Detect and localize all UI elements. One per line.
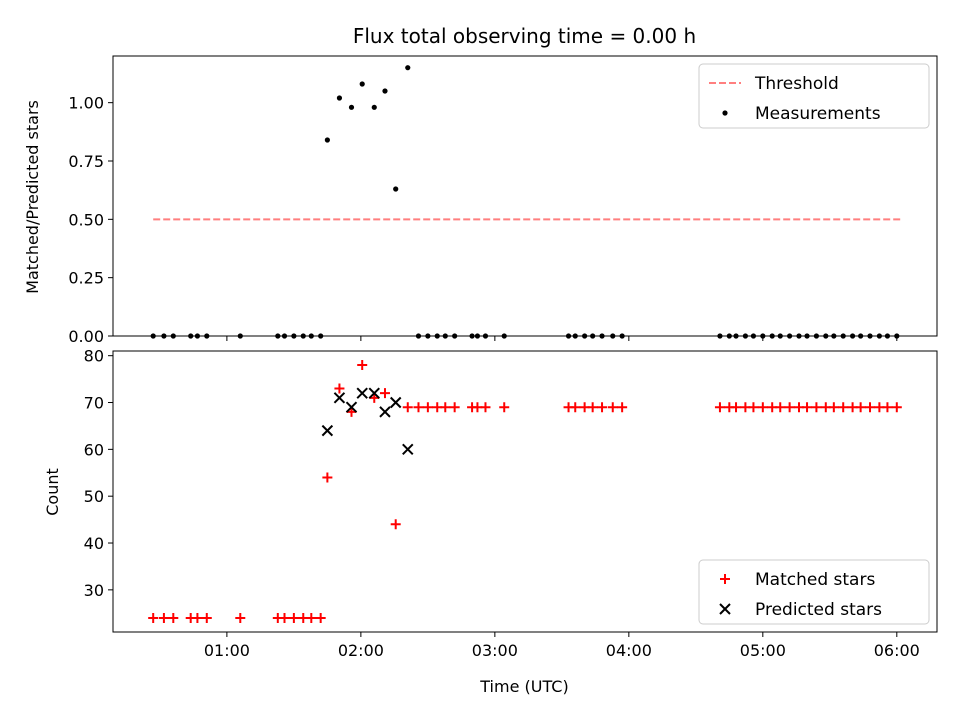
predicted-star-marker: [333, 392, 346, 404]
matched-star-marker: [315, 612, 326, 623]
legend-label: Measurements: [755, 104, 881, 124]
bottom-y-tick-label: 60: [84, 440, 104, 459]
legend-measurements-handle: [722, 110, 728, 116]
matched-star-marker: [597, 402, 608, 413]
predicted-star-marker: [356, 387, 368, 399]
matched-star-marker: [422, 402, 433, 413]
measurement-point: [382, 88, 388, 94]
matched-star-marker: [158, 612, 169, 623]
top-plot-frame: [112, 55, 938, 337]
matched-star-marker: [617, 402, 628, 413]
measurement-point: [348, 104, 355, 110]
legend-matched-handle: [720, 574, 730, 584]
measurement-point: [359, 81, 365, 87]
legend-label: Predicted stars: [755, 600, 882, 620]
matched-star-marker: [714, 402, 725, 413]
bottom-x-tick-label: 05:00: [740, 641, 786, 660]
top-y-tick-label: 1.00: [68, 94, 104, 113]
legend-label: Threshold: [754, 74, 839, 94]
matched-star-marker: [757, 402, 768, 413]
matched-star-marker: [855, 402, 866, 413]
predicted-star-marker: [345, 401, 358, 413]
top-y-tick-label: 0.50: [68, 210, 104, 229]
matched-star-marker: [828, 402, 839, 413]
bottom-x-tick-label: 04:00: [606, 641, 652, 660]
top-legend-box: [698, 63, 930, 129]
matched-star-marker: [775, 402, 786, 413]
top-y-axis-label: Matched/Predicted stars: [23, 100, 42, 294]
measurement-point: [405, 65, 411, 71]
bottom-x-axis-label: Time (UTC): [479, 677, 568, 696]
matched-star-marker: [402, 402, 413, 413]
bottom-legend-box: [698, 559, 930, 625]
matched-star-marker: [587, 402, 598, 413]
bottom-x-tick-label: 01:00: [204, 641, 250, 660]
matched-star-marker: [322, 472, 333, 483]
bottom-y-tick-label: 30: [84, 581, 104, 600]
matched-star-marker: [499, 402, 510, 413]
bottom-plot-frame: [112, 350, 938, 633]
matched-star-marker: [882, 402, 893, 413]
matched-star-marker: [440, 402, 451, 413]
measurement-point: [393, 186, 399, 192]
matched-star-marker: [784, 402, 795, 413]
bottom-y-tick-label: 40: [84, 534, 104, 553]
matched-star-marker: [802, 402, 813, 413]
bottom-y-tick-label: 70: [84, 394, 104, 413]
matched-star-marker: [449, 402, 460, 413]
measurement-point: [371, 104, 377, 110]
top-y-tick-label: 0.75: [68, 152, 104, 171]
predicted-star-marker: [368, 387, 380, 399]
bottom-x-tick-label: 03:00: [472, 641, 518, 660]
matched-star-marker: [607, 402, 618, 413]
matched-star-marker: [865, 402, 876, 413]
matched-star-marker: [891, 402, 902, 413]
predicted-star-marker: [389, 396, 402, 409]
matched-star-marker: [748, 402, 759, 413]
matched-star-marker: [731, 402, 742, 413]
matched-star-marker: [390, 519, 401, 530]
matched-star-marker: [413, 402, 424, 413]
matched-star-marker: [570, 402, 581, 413]
top-y-tick-label: 0.00: [68, 327, 104, 346]
matched-star-marker: [288, 612, 299, 623]
measurement-point: [336, 95, 343, 101]
matched-star-marker: [306, 612, 317, 623]
matched-star-marker: [838, 402, 849, 413]
legend-label: Matched stars: [755, 570, 875, 590]
matched-star-marker: [168, 612, 179, 623]
bottom-x-tick-label: 02:00: [338, 641, 384, 660]
bottom-y-tick-label: 50: [84, 487, 104, 506]
legend-predicted-handle: [719, 603, 731, 615]
matched-star-marker: [334, 383, 345, 394]
measurement-point: [324, 137, 330, 143]
matched-star-marker: [480, 402, 491, 413]
matched-star-marker: [192, 612, 203, 623]
top-y-tick-label: 0.25: [68, 269, 104, 288]
bottom-y-tick-label: 80: [84, 347, 104, 366]
predicted-star-marker: [321, 424, 334, 437]
bottom-y-axis-label: Count: [43, 468, 62, 516]
matched-star-marker: [235, 612, 246, 623]
matched-star-marker: [379, 388, 390, 399]
predicted-star-marker: [379, 406, 391, 418]
bottom-x-tick-label: 06:00: [874, 641, 920, 660]
matched-star-marker: [201, 612, 212, 623]
matched-star-marker: [148, 612, 159, 623]
matched-star-marker: [811, 402, 822, 413]
predicted-star-marker: [402, 443, 414, 456]
matched-star-marker: [357, 360, 368, 371]
chart-title: Flux total observing time = 0.00 h: [353, 24, 696, 48]
matched-star-marker: [279, 612, 290, 623]
